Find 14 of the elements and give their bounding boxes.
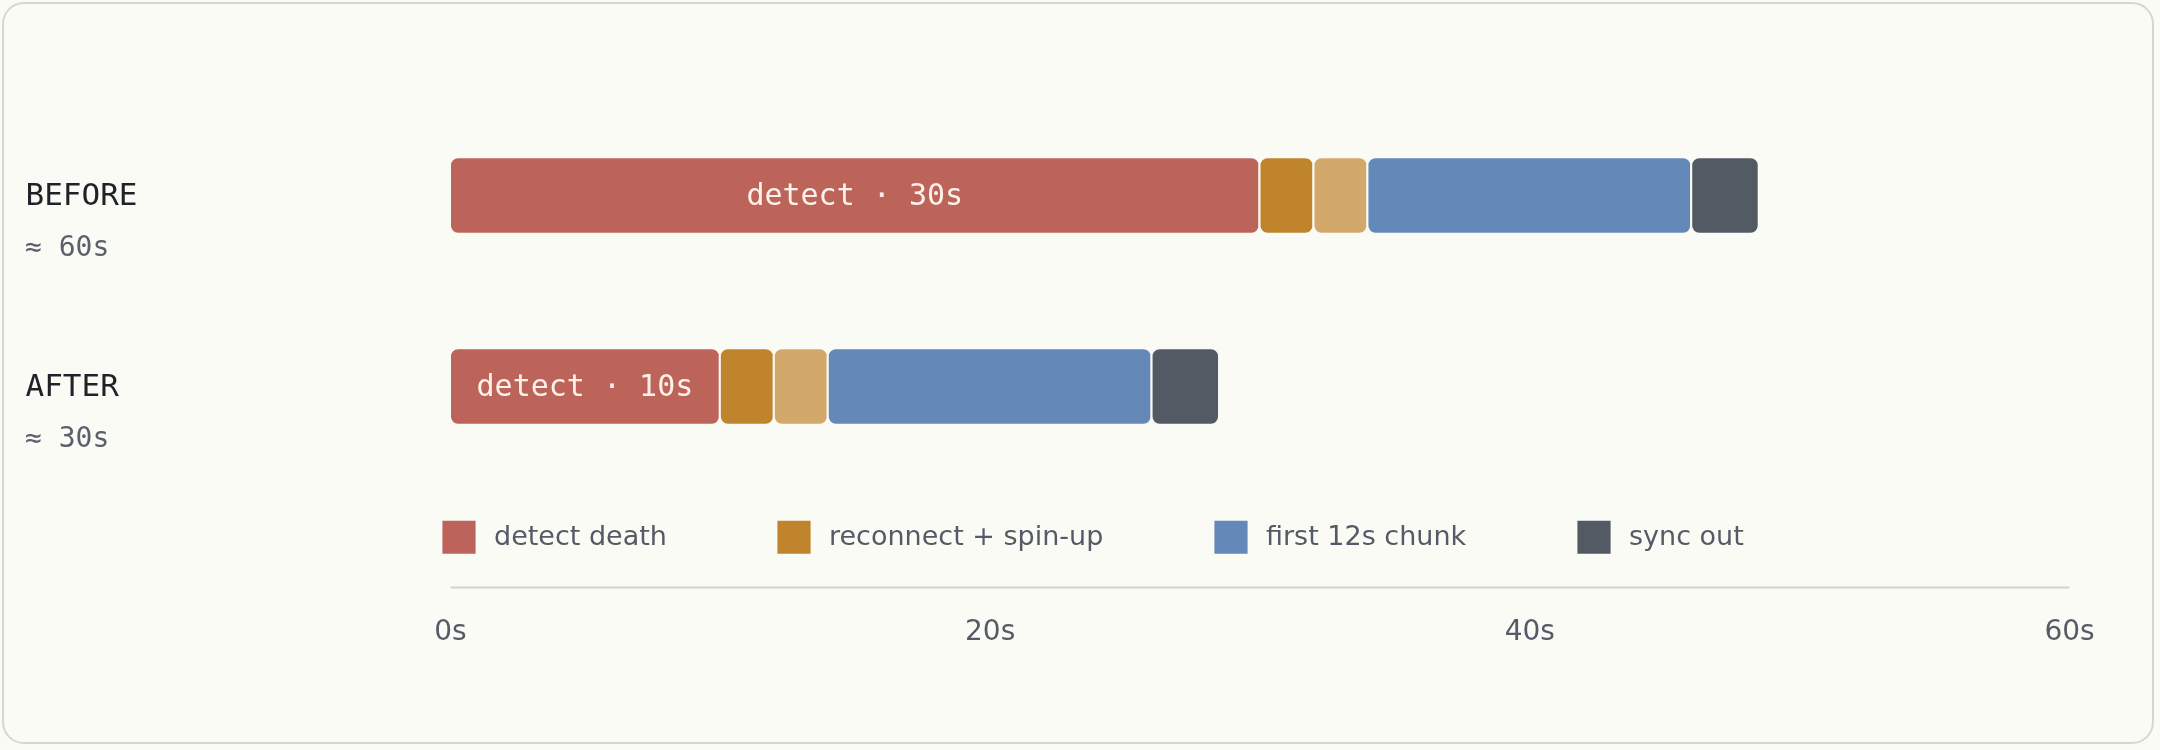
x-tick-label: 60s <box>2044 613 2095 647</box>
y-tick-label: AFTER <box>25 366 120 403</box>
y-tick-label: BEFORE <box>25 175 138 212</box>
legend-label: reconnect + spin-up <box>829 520 1104 552</box>
text: ≈ 60s <box>25 229 110 263</box>
legend-label: detect death <box>494 520 667 552</box>
x-tick-label: 20s <box>965 613 1016 647</box>
x-tick-label: 0s <box>434 613 467 647</box>
data-label: detect · 30s <box>746 176 964 212</box>
x-tick-label: 40s <box>1504 613 1555 647</box>
data-label: detect · 10s <box>476 367 694 403</box>
legend-label: sync out <box>1629 520 1744 552</box>
text: ≈ 30s <box>25 420 110 454</box>
legend-label: first 12s chunk <box>1266 520 1467 552</box>
